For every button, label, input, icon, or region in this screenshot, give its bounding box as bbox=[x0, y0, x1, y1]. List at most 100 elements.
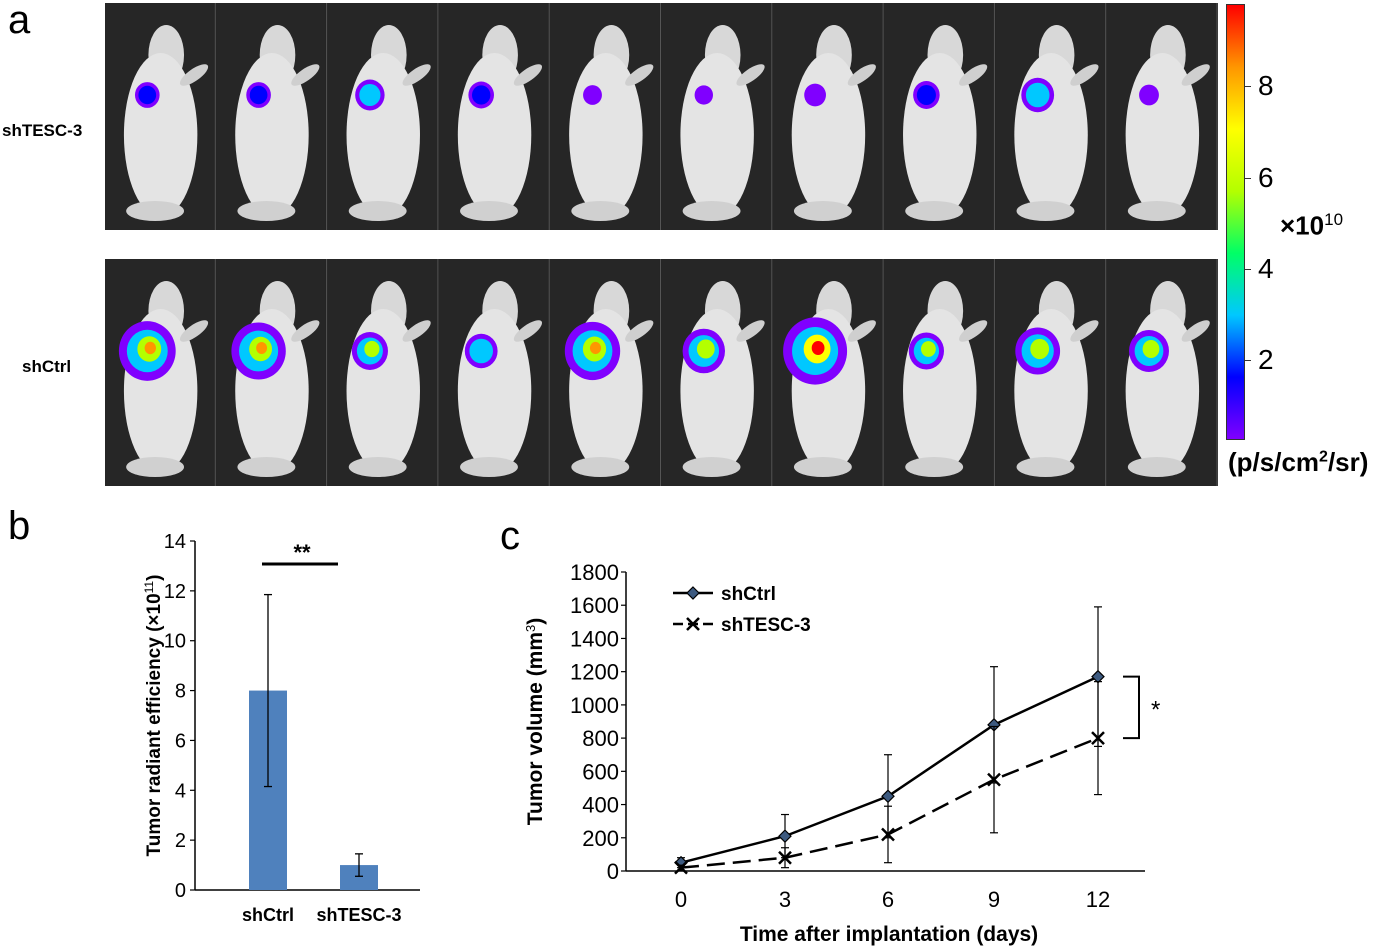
colorbar-tick-mark bbox=[1244, 177, 1251, 179]
mouse-forelimb bbox=[513, 320, 543, 342]
row-label-shtesc3: shTESC-3 bbox=[2, 121, 83, 140]
mouse-forelimb bbox=[291, 320, 320, 342]
mouse-forelimb bbox=[1181, 320, 1210, 342]
signal-inner bbox=[696, 339, 715, 359]
mouse-panel bbox=[661, 3, 773, 230]
mouse-panel bbox=[550, 3, 661, 230]
y-tick-label: 2 bbox=[175, 830, 186, 852]
bioluminescence-strip-shtesc3 bbox=[105, 3, 1218, 230]
x-tick-label: 9 bbox=[988, 887, 1000, 912]
mouse-panel bbox=[216, 3, 328, 230]
colorbar-unit: (p/s/cm2/sr) bbox=[1228, 447, 1368, 478]
mouse-panel bbox=[105, 259, 216, 486]
bar-chart: 0 2 4 6 8 10 12 14 shCtrl shTESC-3 ** Tumor radiant… bbox=[142, 531, 420, 925]
row-label-shctrl: shCtrl bbox=[22, 357, 72, 376]
x-axis-label: Time after implantation (days) bbox=[740, 923, 1038, 946]
colorbar-exponent-power: 10 bbox=[1324, 210, 1344, 229]
signal-mid bbox=[469, 338, 494, 364]
mouse-hindlimb bbox=[1016, 457, 1075, 477]
signal-inner bbox=[1030, 338, 1050, 360]
data-point-x bbox=[881, 827, 895, 842]
panel-b-letter: b bbox=[8, 504, 31, 548]
mouse-panel bbox=[884, 259, 995, 486]
x-tick-label: 0 bbox=[675, 887, 687, 912]
signal-inner bbox=[1142, 340, 1160, 358]
y-tick-label: 800 bbox=[582, 726, 619, 751]
mouse-hindlimb bbox=[793, 457, 852, 477]
signal-mid bbox=[249, 85, 268, 105]
y-axis-label-end: ) bbox=[144, 575, 165, 581]
mouse-panel bbox=[105, 3, 216, 230]
y-axis-label-power: 11 bbox=[142, 581, 156, 594]
y-tick-label: 1000 bbox=[570, 693, 619, 718]
signal-core bbox=[256, 342, 268, 354]
mouse-hindlimb bbox=[460, 457, 518, 477]
colorbar-unit-prefix: (p/s/cm bbox=[1228, 447, 1320, 477]
x-tick-label: shTESC-3 bbox=[316, 905, 401, 925]
data-point-x bbox=[686, 617, 700, 631]
mouse-hindlimb bbox=[237, 201, 296, 221]
mouse-panel bbox=[327, 259, 439, 486]
mouse-panel bbox=[1106, 259, 1218, 486]
signal-outer bbox=[694, 85, 713, 105]
signal-outer bbox=[583, 85, 602, 105]
mouse-forelimb bbox=[179, 320, 209, 342]
colorbar-tick-label: 8 bbox=[1258, 70, 1274, 102]
y-tick-label: 1400 bbox=[570, 626, 619, 651]
mouse-hindlimb bbox=[682, 457, 741, 477]
y-tick-label: 10 bbox=[164, 631, 186, 653]
data-point-x bbox=[778, 850, 792, 865]
data-point-x bbox=[987, 772, 1001, 787]
mouse-forelimb bbox=[625, 320, 654, 342]
x-tick-label: 6 bbox=[882, 887, 894, 912]
mouse-forelimb bbox=[402, 64, 431, 86]
y-axis-label-end: ) bbox=[524, 618, 547, 625]
mouse-forelimb bbox=[1070, 64, 1099, 86]
significance-label: ** bbox=[293, 540, 311, 565]
y-tick-label: 200 bbox=[582, 826, 619, 851]
mouse-hindlimb bbox=[1127, 201, 1186, 221]
panel-c-letter: c bbox=[500, 514, 520, 558]
y-tick-label: 1600 bbox=[570, 593, 619, 618]
legend-label: shTESC-3 bbox=[721, 615, 811, 636]
mouse-hindlimb bbox=[348, 201, 407, 221]
colorbar-exponent-base: ×10 bbox=[1280, 210, 1325, 241]
y-tick-label: 4 bbox=[175, 780, 186, 802]
signal-mid bbox=[138, 85, 157, 105]
mouse-panel bbox=[1106, 3, 1218, 230]
mouse-panel bbox=[216, 259, 328, 486]
signal-mid bbox=[916, 85, 936, 105]
colorbar bbox=[1226, 4, 1245, 440]
data-point-diamond bbox=[881, 789, 895, 804]
mouse-hindlimb bbox=[1127, 457, 1186, 477]
mouse-hindlimb bbox=[571, 457, 630, 477]
mouse-hindlimb bbox=[126, 201, 185, 221]
colorbar-unit-suffix: /sr) bbox=[1327, 447, 1369, 477]
mouse-hindlimb bbox=[905, 457, 964, 477]
mouse-hindlimb bbox=[460, 201, 518, 221]
bioluminescence-strip-shctrl bbox=[105, 259, 1218, 486]
y-tick-label: 600 bbox=[582, 759, 619, 784]
y-axis-label-power: 3 bbox=[523, 625, 538, 632]
significance-label: * bbox=[1151, 696, 1160, 723]
mouse-forelimb bbox=[736, 64, 765, 86]
signal-inner bbox=[921, 341, 936, 357]
data-point-x bbox=[1091, 731, 1105, 745]
mouse-forelimb bbox=[1070, 320, 1099, 342]
signal-mid bbox=[1025, 82, 1050, 108]
mouse-panel bbox=[550, 259, 661, 486]
x-tick-label: 3 bbox=[779, 887, 791, 912]
significance-bracket bbox=[1123, 675, 1140, 740]
data-point-diamond bbox=[1091, 669, 1105, 684]
colorbar-exponent: ×1010 bbox=[1280, 210, 1343, 242]
mouse-forelimb bbox=[1181, 64, 1210, 86]
mouse-panel bbox=[884, 3, 995, 230]
y-tick-label: 1800 bbox=[570, 560, 619, 585]
panel-a-letter: a bbox=[8, 0, 31, 42]
data-point-x bbox=[674, 860, 688, 875]
signal-core bbox=[811, 340, 825, 356]
mouse-hindlimb bbox=[126, 457, 185, 477]
mouse-forelimb bbox=[513, 64, 543, 86]
signal-inner bbox=[364, 340, 380, 358]
y-tick-label: 400 bbox=[582, 793, 619, 818]
